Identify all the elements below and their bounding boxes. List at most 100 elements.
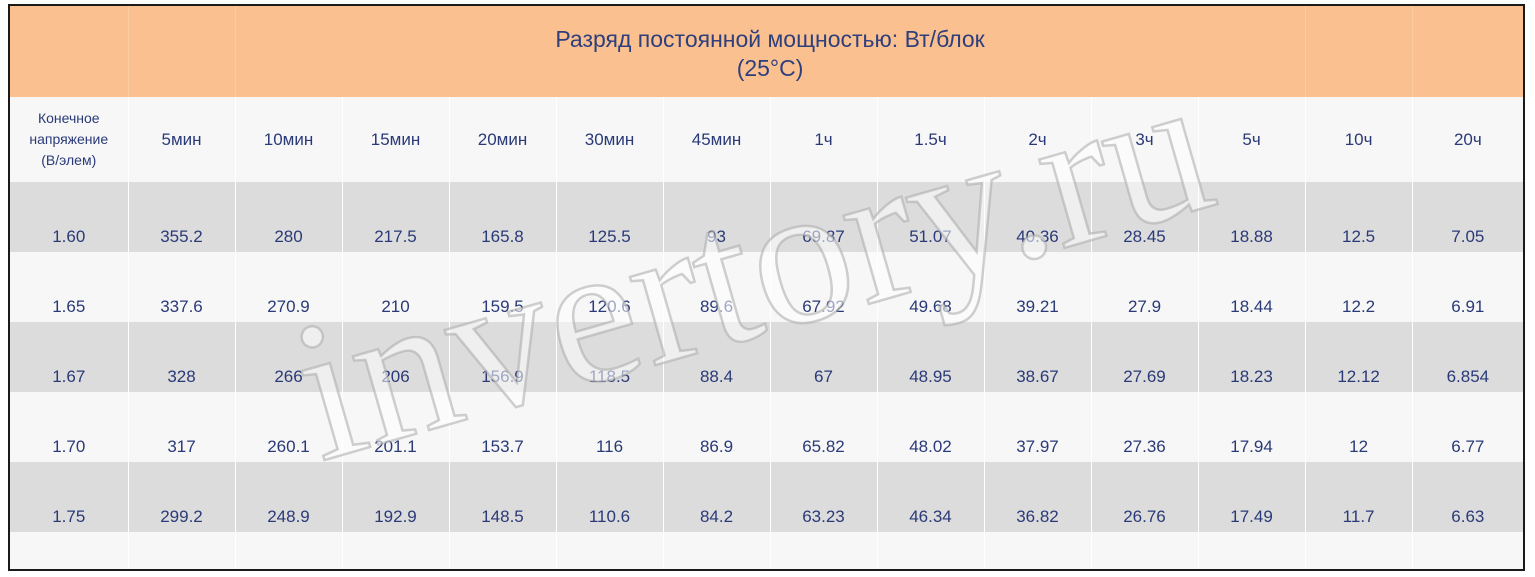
duration-header-cell: 30мин bbox=[555, 97, 663, 182]
power-value-cell: 159.5 bbox=[448, 252, 556, 322]
duration-header-cell: 2ч bbox=[983, 97, 1091, 182]
power-value-cell: 6.63 bbox=[1411, 462, 1523, 532]
duration-header-cell: 10мин bbox=[234, 97, 342, 182]
power-value-cell: 37.97 bbox=[983, 392, 1091, 462]
discharge-table-frame: Разряд постоянной мощностью: Вт/блок (25… bbox=[8, 4, 1525, 571]
table-row: 1.70 317 260.1 201.1 153.7 116 86.9 65.82 48.02 3… bbox=[10, 392, 1523, 462]
power-value-cell: 84.2 bbox=[662, 462, 770, 532]
power-value-cell: 118.5 bbox=[555, 322, 663, 392]
title-spacer-cell bbox=[1411, 6, 1523, 97]
duration-header-cell: 1ч bbox=[769, 97, 877, 182]
power-value-cell: 28.45 bbox=[1090, 182, 1198, 252]
power-value-cell: 38.67 bbox=[983, 322, 1091, 392]
power-value-cell: 260.1 bbox=[234, 392, 342, 462]
voltage-cell: 1.65 bbox=[10, 252, 128, 322]
duration-header-cell: 20мин bbox=[448, 97, 556, 182]
power-value-cell: 156.9 bbox=[448, 322, 556, 392]
power-value-cell: 69.87 bbox=[769, 182, 877, 252]
power-value-cell: 89.6 bbox=[662, 252, 770, 322]
power-value-cell: 67 bbox=[769, 322, 877, 392]
power-value-cell: 81.5 bbox=[662, 532, 770, 569]
power-value-cell: 299.2 bbox=[127, 462, 235, 532]
duration-header-cell: 1.5ч bbox=[876, 97, 984, 182]
power-value-cell: 165.8 bbox=[448, 182, 556, 252]
power-value-cell: 7.05 bbox=[1411, 182, 1523, 252]
power-value-cell: 280 bbox=[234, 182, 342, 252]
power-value-cell: 6.854 bbox=[1411, 322, 1523, 392]
power-value-cell: 16.99 bbox=[1197, 532, 1306, 569]
power-value-cell: 86.9 bbox=[662, 392, 770, 462]
column-header-row: Конечное напряжение (В/элем) 5мин 10мин 15… bbox=[10, 97, 1523, 182]
power-value-cell: 18.23 bbox=[1197, 322, 1306, 392]
power-value-cell: 148.5 bbox=[448, 462, 556, 532]
power-value-cell: 6.5 bbox=[1411, 532, 1523, 569]
power-value-cell: 27.36 bbox=[1090, 392, 1198, 462]
power-value-cell: 27.9 bbox=[1090, 252, 1198, 322]
power-value-cell: 235.9 bbox=[234, 532, 342, 569]
voltage-header-line2: напряжение bbox=[29, 131, 109, 147]
power-value-cell: 18.44 bbox=[1197, 252, 1306, 322]
power-value-cell: 110.6 bbox=[555, 462, 663, 532]
power-value-cell: 120.6 bbox=[555, 252, 663, 322]
table-row: 1.75 299.2 248.9 192.9 148.5 110.6 84.2 63.23 46… bbox=[10, 462, 1523, 532]
table-row: 1.67 328 266 206 156.9 118.5 88.4 67 48.95 38.67 2… bbox=[10, 322, 1523, 392]
power-value-cell: 270.9 bbox=[234, 252, 342, 322]
power-value-cell: 192.9 bbox=[341, 462, 449, 532]
duration-header-cell: 20ч bbox=[1411, 97, 1523, 182]
power-value-cell: 201.1 bbox=[341, 392, 449, 462]
power-value-cell: 217.5 bbox=[341, 182, 449, 252]
table-row: 1.80283.7235.9184.7143105.281.559.7444.8… bbox=[10, 532, 1523, 569]
duration-header-cell: 45мин bbox=[662, 97, 770, 182]
table-row: 1.60 355.2 280 217.5 165.8 125.5 93 69.87 51.07 4… bbox=[10, 182, 1523, 252]
power-value-cell: 63.23 bbox=[769, 462, 877, 532]
voltage-cell: 1.67 bbox=[10, 322, 128, 392]
duration-header-cell: 5ч bbox=[1197, 97, 1306, 182]
power-value-cell: 49.68 bbox=[876, 252, 984, 322]
voltage-cell: 1.70 bbox=[10, 392, 128, 462]
power-value-cell: 48.02 bbox=[876, 392, 984, 462]
power-value-cell: 48.95 bbox=[876, 322, 984, 392]
table-row: 1.65 337.6 270.9 210 159.5 120.6 89.6 67.92 49.6… bbox=[10, 252, 1523, 322]
power-value-cell: 40.36 bbox=[983, 182, 1091, 252]
power-value-cell: 36.82 bbox=[983, 462, 1091, 532]
power-value-cell: 88.4 bbox=[662, 322, 770, 392]
power-value-cell: 210 bbox=[341, 252, 449, 322]
power-value-cell: 12.5 bbox=[1304, 182, 1413, 252]
power-value-cell: 35.58 bbox=[983, 532, 1091, 569]
constant-power-discharge-table: Разряд постоянной мощностью: Вт/блок (25… bbox=[10, 6, 1523, 569]
title-spacer-cell bbox=[10, 6, 128, 97]
power-value-cell: 51.07 bbox=[876, 182, 984, 252]
power-value-cell: 266 bbox=[234, 322, 342, 392]
power-value-cell: 26.76 bbox=[1090, 462, 1198, 532]
voltage-header-line3: (В/элем) bbox=[41, 152, 97, 168]
power-value-cell: 12 bbox=[1304, 392, 1413, 462]
power-value-cell: 11.7 bbox=[1304, 462, 1413, 532]
table-title: Разряд постоянной мощностью: Вт/блок (25… bbox=[234, 6, 1306, 97]
power-value-cell: 283.7 bbox=[127, 532, 235, 569]
power-value-cell: 27.69 bbox=[1090, 322, 1198, 392]
table-title-row: Разряд постоянной мощностью: Вт/блок (25… bbox=[10, 6, 1523, 97]
power-value-cell: 44.89 bbox=[876, 532, 984, 569]
title-spacer-cell bbox=[1304, 6, 1413, 97]
power-value-cell: 67.92 bbox=[769, 252, 877, 322]
duration-header-cell: 15мин bbox=[341, 97, 449, 182]
power-value-cell: 12.12 bbox=[1304, 322, 1413, 392]
table-title-line2: (25°C) bbox=[736, 54, 804, 81]
power-value-cell: 39.21 bbox=[983, 252, 1091, 322]
power-value-cell: 26.11 bbox=[1090, 532, 1198, 569]
duration-header-cell: 3ч bbox=[1090, 97, 1198, 182]
power-value-cell: 46.34 bbox=[876, 462, 984, 532]
power-value-cell: 143 bbox=[448, 532, 556, 569]
power-value-cell: 328 bbox=[127, 322, 235, 392]
power-value-cell: 206 bbox=[341, 322, 449, 392]
duration-header-cell: 5мин bbox=[127, 97, 235, 182]
power-value-cell: 59.74 bbox=[769, 532, 877, 569]
power-value-cell: 248.9 bbox=[234, 462, 342, 532]
power-value-cell: 93 bbox=[662, 182, 770, 252]
voltage-header-line1: Конечное bbox=[37, 110, 100, 126]
power-value-cell: 153.7 bbox=[448, 392, 556, 462]
title-spacer-cell bbox=[127, 6, 235, 97]
power-value-cell: 184.7 bbox=[341, 532, 449, 569]
power-value-cell: 6.77 bbox=[1411, 392, 1523, 462]
voltage-cell: 1.80 bbox=[10, 532, 128, 569]
